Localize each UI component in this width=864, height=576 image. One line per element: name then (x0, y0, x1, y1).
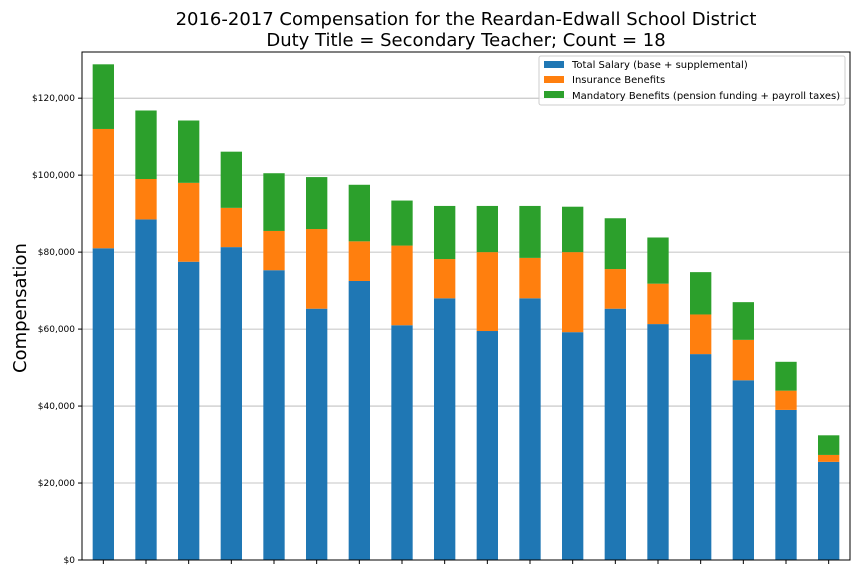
y-tick-label: $60,000 (38, 325, 75, 335)
legend-swatch-salary (544, 61, 564, 68)
bar-segment-mandatory (732, 302, 754, 340)
bar-segment-mandatory (562, 206, 584, 253)
y-tick-label: $20,000 (38, 479, 75, 489)
bar-segment-insurance (818, 454, 840, 462)
chart-title: 2016-2017 Compensation for the Reardan-E… (176, 9, 757, 51)
bar-segment-insurance (220, 207, 242, 248)
bar-segment-salary (135, 219, 157, 560)
x-axis-ticks (102, 560, 830, 564)
legend-frame (538, 55, 846, 106)
y-axis-ticks: $0 $20,000 $40,000 $60,000 $80,000 $100,000 $1… (32, 94, 82, 566)
bar-segment-salary (775, 409, 797, 560)
bar-segment-salary (690, 354, 712, 560)
bar-segment-salary (434, 298, 456, 560)
bar-segment-insurance (732, 339, 754, 381)
bar-segment-salary (178, 261, 200, 560)
bar-segment-insurance (263, 230, 285, 271)
chart-title-line-1: 2016-2017 Compensation for the Reardan-E… (176, 9, 757, 30)
bar-segment-salary (348, 280, 370, 560)
bar-segment-insurance (92, 128, 114, 249)
bar-segment-insurance (391, 245, 413, 326)
bar-segment-mandatory (647, 237, 669, 284)
bar-segment-insurance (348, 241, 370, 281)
legend-label-salary: Total Salary (base + supplemental) (571, 60, 748, 71)
bar-segment-mandatory (306, 177, 328, 230)
bar-segment-insurance (434, 259, 456, 299)
bar-segment-salary (220, 247, 242, 561)
bar-segment-mandatory (178, 120, 200, 183)
y-tick-label: $80,000 (38, 248, 75, 258)
bar-segment-insurance (604, 269, 626, 309)
bar-segment-mandatory (135, 110, 157, 179)
bar-segment-insurance (476, 252, 498, 332)
bar-segment-salary (306, 308, 328, 560)
bar-segment-insurance (690, 314, 712, 355)
bar-segment-salary (519, 298, 541, 560)
legend-label-insurance: Insurance Benefits (572, 75, 665, 86)
y-tick-label: $0 (64, 556, 76, 566)
y-tick-label: $120,000 (32, 94, 75, 104)
bar-segment-mandatory (348, 184, 370, 242)
bar-segment-mandatory (220, 151, 242, 208)
bar-segment-salary (562, 332, 584, 560)
legend: Total Salary (base + supplemental) Insur… (538, 55, 846, 106)
bar-segment-salary (604, 308, 626, 560)
bar-segment-insurance (178, 182, 200, 262)
bar-segment-mandatory (476, 205, 498, 253)
gridlines (82, 97, 850, 561)
bar-segment-insurance (306, 229, 328, 309)
bar-segment-mandatory (775, 361, 797, 391)
bar-segment-mandatory (604, 218, 626, 270)
bar-segment-salary (391, 325, 413, 560)
bar-segment-mandatory (434, 205, 456, 260)
bar-segment-salary (263, 270, 285, 560)
bar-segment-insurance (519, 257, 541, 299)
chart-title-line-2: Duty Title = Secondary Teacher; Count = … (266, 30, 665, 51)
bar-segment-salary (476, 331, 498, 560)
legend-label-mandatory: Mandatory Benefits (pension funding + pa… (572, 91, 840, 102)
bar-segment-mandatory (92, 64, 114, 129)
y-tick-label: $40,000 (38, 402, 75, 412)
bar-segment-insurance (562, 252, 584, 333)
bar-segment-insurance (775, 390, 797, 410)
bar-segment-mandatory (263, 173, 285, 231)
y-tick-label: $100,000 (32, 171, 75, 181)
bar-segment-insurance (647, 283, 669, 325)
bar-segment-salary (647, 324, 669, 560)
legend-swatch-insurance (544, 76, 564, 83)
bar-segment-mandatory (690, 272, 712, 315)
bar-segment-insurance (135, 179, 157, 220)
bar-segment-mandatory (519, 205, 541, 258)
bar-segment-salary (818, 461, 840, 560)
bar-segment-mandatory (818, 435, 840, 455)
legend-swatch-mandatory (544, 91, 564, 98)
bar-segment-salary (732, 380, 754, 560)
bar-segment-salary (92, 248, 114, 561)
plot-frame (81, 51, 851, 561)
y-axis-label: Compensation (10, 243, 31, 373)
bar-segment-mandatory (391, 200, 413, 246)
bars (92, 64, 840, 561)
